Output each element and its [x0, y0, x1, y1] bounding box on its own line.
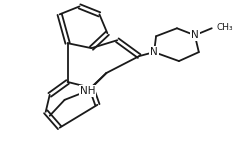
Text: N: N [150, 47, 158, 57]
Text: CH₃: CH₃ [217, 23, 233, 32]
Text: NH: NH [80, 86, 95, 96]
Text: N: N [191, 30, 199, 40]
